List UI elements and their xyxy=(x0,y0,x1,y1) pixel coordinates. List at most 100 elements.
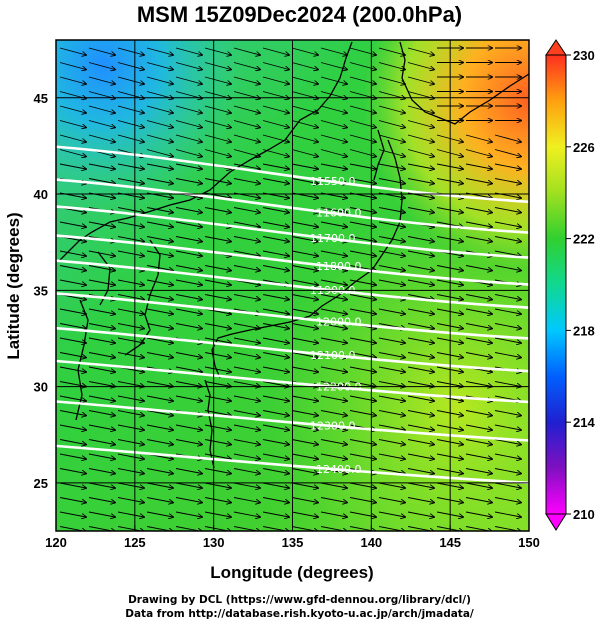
contour-label: 11550.0 xyxy=(310,175,356,188)
wind-arrow xyxy=(233,337,260,343)
wind-arrow xyxy=(117,424,144,430)
wind-arrow xyxy=(233,76,260,84)
wind-arrow xyxy=(146,120,173,128)
wind-arrow xyxy=(320,511,347,517)
wind-arrow xyxy=(291,62,318,70)
wind-arrow xyxy=(378,424,405,430)
wind-arrow xyxy=(407,352,434,358)
wind-arrow xyxy=(262,221,289,227)
wind-arrow xyxy=(320,395,347,401)
wind-arrow xyxy=(59,149,86,157)
wind-arrow xyxy=(407,207,434,213)
wind-arrow xyxy=(378,497,405,503)
wind-arrow xyxy=(204,279,231,285)
colorbar-bottom-arrow xyxy=(545,513,567,531)
wind-arrow xyxy=(465,439,492,445)
wind-arrow xyxy=(407,395,434,401)
wind-arrow xyxy=(59,424,86,430)
wind-arrow xyxy=(175,163,202,169)
wind-arrow xyxy=(175,62,202,70)
wind-arrow xyxy=(262,366,289,372)
wind-arrow xyxy=(88,511,115,517)
wind-arrow xyxy=(88,482,115,488)
wind-arrow xyxy=(175,381,202,387)
wind-arrow xyxy=(291,366,318,372)
x-axis-label: Longitude (degrees) xyxy=(210,563,373,582)
wind-arrow xyxy=(494,482,521,488)
x-tick-label: 135 xyxy=(282,535,304,550)
wind-arrow xyxy=(233,482,260,488)
wind-arrow xyxy=(204,366,231,372)
wind-arrow xyxy=(465,265,492,271)
wind-arrow xyxy=(204,76,231,84)
wind-arrow xyxy=(175,236,202,242)
wind-arrow xyxy=(146,410,173,416)
wind-arrow xyxy=(262,47,289,55)
wind-arrow xyxy=(233,424,260,430)
wind-arrow xyxy=(117,47,144,55)
wind-arrow xyxy=(262,424,289,430)
wind-arrow xyxy=(465,308,492,314)
wind-arrow xyxy=(204,468,231,474)
wind-arrow xyxy=(262,120,289,128)
wind-arrow xyxy=(204,511,231,517)
wind-arrow xyxy=(407,265,434,271)
credit-data: Data from http://database.rish.kyoto-u.a… xyxy=(125,608,474,620)
wind-arrow xyxy=(291,424,318,430)
wind-arrow xyxy=(88,265,115,271)
wind-arrow xyxy=(146,47,173,55)
wind-arrow xyxy=(407,482,434,488)
wind-arrow xyxy=(146,468,173,474)
wind-arrow xyxy=(146,134,173,142)
wind-arrow xyxy=(378,395,405,401)
wind-arrow xyxy=(494,149,521,157)
wind-arrow xyxy=(465,236,492,242)
wind-arrow xyxy=(465,482,492,488)
wind-arrow xyxy=(59,352,86,358)
wind-arrow xyxy=(233,323,260,329)
wind-arrow xyxy=(88,163,115,169)
wind-arrow xyxy=(262,236,289,242)
wind-arrow xyxy=(407,105,434,113)
wind-arrow xyxy=(59,47,86,55)
grid-lines xyxy=(56,40,529,531)
wind-arrow xyxy=(233,468,260,474)
wind-arrow xyxy=(291,323,318,329)
wind-arrow xyxy=(117,163,144,169)
contour-line xyxy=(56,444,529,485)
wind-arrow xyxy=(407,439,434,445)
wind-arrow xyxy=(407,62,434,70)
wind-arrow xyxy=(320,294,347,300)
colorbar-scale xyxy=(545,54,567,515)
wind-arrow xyxy=(262,76,289,84)
wind-arrow xyxy=(291,265,318,271)
wind-arrow xyxy=(262,62,289,70)
wind-arrow xyxy=(291,308,318,314)
x-axis-ticks: 120 125 130 135 140 145 150 xyxy=(45,525,540,550)
wind-arrow xyxy=(378,236,405,242)
wind-arrow xyxy=(233,62,260,70)
wind-arrow xyxy=(117,453,144,459)
wind-arrow xyxy=(262,178,289,184)
wind-arrow xyxy=(88,62,115,70)
contour-label: 12300.0 xyxy=(310,420,356,433)
wind-arrow xyxy=(175,134,202,142)
y-axis-ticks: 25 30 35 40 45 xyxy=(34,91,48,491)
wind-arrow xyxy=(494,439,521,445)
wind-arrow xyxy=(494,381,521,387)
wind-arrow xyxy=(262,163,289,169)
y-tick-label: 30 xyxy=(34,380,48,395)
wind-arrow xyxy=(262,134,289,142)
wind-arrow xyxy=(88,105,115,113)
wind-arrow xyxy=(59,134,86,142)
wind-arrow xyxy=(59,439,86,445)
contour-line xyxy=(56,145,529,204)
wind-arrow xyxy=(117,482,144,488)
wind-arrow xyxy=(233,105,260,113)
wind-arrow xyxy=(494,323,521,329)
wind-arrow xyxy=(465,337,492,343)
wind-arrow xyxy=(407,337,434,343)
contour-label: 12400.0 xyxy=(316,463,362,476)
wind-arrow xyxy=(291,511,318,517)
wind-arrow xyxy=(88,337,115,343)
